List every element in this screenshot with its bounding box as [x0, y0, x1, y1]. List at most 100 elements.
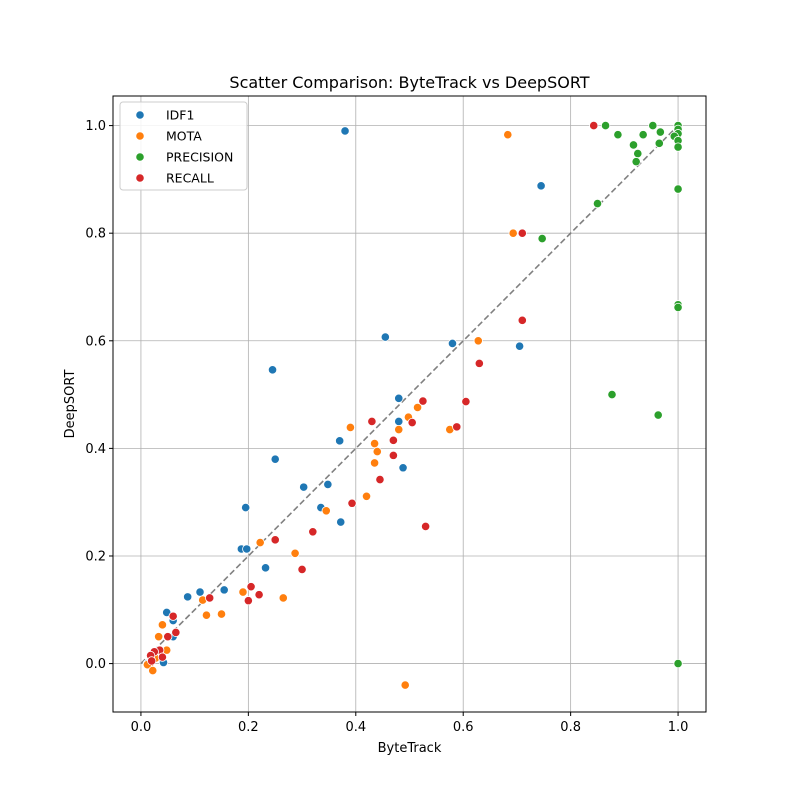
point-recall [589, 120, 599, 131]
y-tick-label: 0.8 [85, 227, 106, 242]
point-recall [168, 611, 178, 621]
point-precision [648, 120, 658, 131]
point-idf1 [336, 517, 346, 527]
point-recall [474, 358, 484, 368]
point-mota [238, 587, 248, 597]
point-mota [255, 537, 265, 548]
point-recall [163, 632, 173, 642]
point-recall [418, 396, 428, 406]
point-idf1 [340, 126, 350, 136]
point-idf1 [335, 436, 345, 446]
reference-line [140, 125, 679, 665]
reference-line-layer [140, 125, 679, 665]
point-recall [367, 416, 377, 427]
point-idf1 [394, 393, 404, 403]
point-idf1 [241, 502, 251, 513]
point-precision [613, 130, 623, 140]
point-mota [508, 228, 518, 238]
point-idf1 [183, 592, 193, 602]
point-idf1 [260, 563, 271, 573]
point-recall [388, 450, 398, 460]
point-recall [171, 627, 181, 637]
point-precision [537, 233, 547, 244]
point-recall [246, 582, 256, 592]
point-mota [157, 620, 168, 630]
point-recall [157, 652, 168, 662]
point-recall [347, 498, 357, 508]
point-precision [673, 658, 683, 669]
x-tick-label: 1.0 [668, 720, 689, 735]
point-idf1 [267, 365, 278, 375]
point-mota [503, 130, 513, 140]
point-recall [421, 521, 431, 531]
point-mota [369, 438, 380, 449]
point-idf1 [195, 587, 205, 597]
legend-marker-mota [135, 131, 145, 141]
x-tick-label: 0.4 [345, 720, 366, 735]
point-precision [633, 148, 643, 159]
point-mota [412, 402, 423, 413]
point-idf1 [398, 463, 408, 473]
y-tick-label: 0.6 [85, 334, 106, 349]
y-tick-label: 0.2 [85, 549, 106, 564]
point-mota [290, 548, 300, 558]
chart-title: Scatter Comparison: ByteTrack vs DeepSOR… [229, 73, 589, 92]
point-mota [394, 424, 404, 435]
point-precision [638, 130, 648, 140]
point-idf1 [299, 482, 309, 492]
point-precision [653, 410, 663, 420]
plot-frame [112, 95, 707, 713]
legend-label-recall: RECALL [166, 171, 214, 186]
x-tick-label: 0.8 [560, 720, 581, 735]
point-recall [517, 228, 527, 238]
point-precision [631, 157, 641, 167]
point-precision [607, 389, 617, 400]
point-recall [452, 422, 462, 432]
point-idf1 [270, 454, 280, 464]
point-recall [375, 474, 385, 485]
point-recall [147, 656, 157, 666]
series-recall [145, 120, 599, 666]
grid [113, 96, 706, 712]
x-tick-label: 0.2 [238, 720, 259, 735]
point-recall [461, 396, 471, 407]
legend-marker-recall [135, 173, 145, 183]
point-idf1 [515, 341, 525, 351]
point-recall [205, 593, 215, 603]
point-precision [673, 302, 683, 313]
point-mota [201, 610, 212, 620]
point-mota [148, 665, 158, 676]
point-mota [369, 458, 380, 468]
point-mota [278, 593, 288, 603]
point-idf1 [219, 585, 229, 595]
point-recall [517, 315, 527, 325]
point-mota [400, 680, 410, 690]
point-precision [654, 138, 664, 148]
legend-marker-precision [135, 152, 145, 162]
legend-label-precision: PRECISION [166, 150, 233, 165]
legend-frame [119, 101, 248, 191]
series-precision [537, 120, 683, 669]
y-tick-label: 0.4 [85, 442, 106, 457]
point-recall [388, 435, 398, 445]
point-precision [655, 127, 665, 137]
x-tick-label: 0.6 [453, 720, 474, 735]
point-precision [673, 184, 683, 194]
legend: IDF1 MOTA PRECISION RECALL [119, 101, 248, 191]
point-idf1 [447, 338, 458, 349]
point-recall [297, 564, 307, 575]
y-tick-label: 1.0 [85, 119, 106, 134]
point-recall [270, 535, 280, 545]
ticks-layer: 0.0 0.2 0.4 0.6 0.8 1.0 0.0 0.2 0.4 0.6 0.8 1.0 [85, 119, 688, 735]
point-mota [361, 491, 372, 501]
point-mota [473, 336, 483, 346]
x-tick-label: 0.0 [131, 720, 152, 735]
y-axis-title: DeepSORT [63, 370, 78, 439]
point-idf1 [323, 479, 333, 490]
point-recall [254, 590, 264, 600]
legend-label-idf1: IDF1 [166, 108, 194, 123]
points-layer [142, 120, 683, 690]
point-mota [345, 422, 356, 433]
point-precision [600, 120, 611, 131]
legend-label-mota: MOTA [166, 129, 202, 144]
